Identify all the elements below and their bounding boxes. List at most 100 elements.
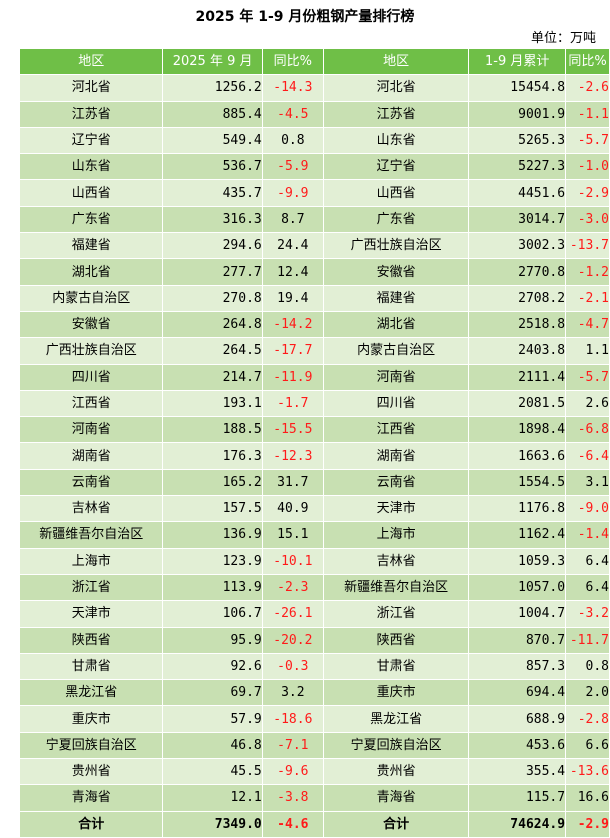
- cell-cumulative-output: 355.4: [468, 758, 567, 786]
- cell-region-right: 云南省: [322, 468, 470, 497]
- cell-yoy-right: 16.6: [565, 784, 610, 812]
- cell-cumulative-output: 2111.4: [468, 363, 567, 391]
- cell-cumulative-output: 1898.4: [468, 416, 567, 444]
- cell-month-output: 157.5: [162, 495, 263, 523]
- table-row: 江苏省 885.4 -4.5 江苏省 9001.9 -1.1: [18, 100, 610, 128]
- cell-month-output: 193.1: [162, 389, 263, 418]
- cell-yoy-right: -2.1: [565, 284, 610, 312]
- cell-month-output: 316.3: [162, 205, 263, 234]
- cell-cumulative-output: 15454.8: [468, 74, 567, 102]
- table-row: 山东省 536.7 -5.9 辽宁省 5227.3 -1.0: [18, 153, 610, 181]
- cell-region-right: 广西壮族自治区: [322, 232, 470, 260]
- cell-region-left: 内蒙古自治区: [18, 284, 164, 312]
- table-row: 重庆市 57.9 -18.6 黑龙江省 688.9 -2.8: [18, 705, 610, 733]
- cell-yoy-left: -14.3: [261, 74, 324, 102]
- cell-cumulative-output: 5265.3: [468, 126, 567, 155]
- table-row: 云南省 165.2 31.7 云南省 1554.5 3.1: [18, 468, 610, 497]
- cell-cumulative-output: 2770.8: [468, 258, 567, 286]
- cell-yoy-left: -12.3: [261, 442, 324, 470]
- table-row: 青海省 12.1 -3.8 青海省 115.7 16.6: [18, 784, 610, 812]
- cell-yoy-left: -9.9: [261, 179, 324, 207]
- table-row: 甘肃省 92.6 -0.3 甘肃省 857.3 0.8: [18, 652, 610, 681]
- ranking-page: 2025 年 1-9 月份粗钢产量排行榜 单位：万吨 地区 2025 年 9 月…: [18, 9, 610, 838]
- table-row: 广东省 316.3 8.7 广东省 3014.7 -3.0: [18, 205, 610, 234]
- cell-month-output: 57.9: [162, 705, 263, 733]
- total-cumulative: 74624.9: [468, 810, 567, 838]
- cell-cumulative-output: 2708.2: [468, 284, 567, 312]
- cell-region-right: 天津市: [322, 495, 470, 523]
- cell-month-output: 270.8: [162, 284, 263, 312]
- cell-yoy-left: 8.7: [261, 205, 324, 234]
- cell-month-output: 123.9: [162, 547, 263, 575]
- cell-yoy-right: -11.7: [565, 626, 610, 654]
- cell-month-output: 1256.2: [162, 74, 263, 102]
- cell-region-left: 辽宁省: [18, 126, 164, 155]
- total-label-right: 合计: [322, 810, 470, 838]
- table-row: 湖南省 176.3 -12.3 湖南省 1663.6 -6.4: [18, 442, 610, 470]
- cell-cumulative-output: 1176.8: [468, 495, 567, 523]
- cell-yoy-right: -2.6: [565, 74, 610, 102]
- cell-region-right: 上海市: [322, 521, 470, 549]
- cell-yoy-left: -18.6: [261, 705, 324, 733]
- cell-yoy-left: 12.4: [261, 258, 324, 286]
- table-row: 吉林省 157.5 40.9 天津市 1176.8 -9.0: [18, 495, 610, 523]
- cell-region-left: 新疆维吾尔自治区: [18, 521, 164, 549]
- cell-yoy-left: -0.3: [261, 652, 324, 681]
- cell-cumulative-output: 2081.5: [468, 389, 567, 418]
- cell-month-output: 264.8: [162, 310, 263, 339]
- table-row: 广西壮族自治区 264.5 -17.7 内蒙古自治区 2403.8 1.1: [18, 337, 610, 365]
- cell-yoy-right: 6.6: [565, 731, 610, 760]
- cell-region-left: 贵州省: [18, 758, 164, 786]
- table-row: 四川省 214.7 -11.9 河南省 2111.4 -5.7: [18, 363, 610, 391]
- cell-region-left: 湖南省: [18, 442, 164, 470]
- cell-yoy-left: 0.8: [261, 126, 324, 155]
- cell-month-output: 95.9: [162, 626, 263, 654]
- cell-yoy-right: -1.4: [565, 521, 610, 549]
- cell-region-left: 陕西省: [18, 626, 164, 654]
- cell-yoy-left: 31.7: [261, 468, 324, 497]
- cell-yoy-right: -9.0: [565, 495, 610, 523]
- cell-region-right: 重庆市: [322, 679, 470, 707]
- cell-region-left: 宁夏回族自治区: [18, 731, 164, 760]
- table-row: 上海市 123.9 -10.1 吉林省 1059.3 6.4: [18, 547, 610, 575]
- table-row: 江西省 193.1 -1.7 四川省 2081.5 2.6: [18, 389, 610, 418]
- cell-region-right: 辽宁省: [322, 153, 470, 181]
- cell-cumulative-output: 1663.6: [468, 442, 567, 470]
- cell-region-right: 安徽省: [322, 258, 470, 286]
- cell-cumulative-output: 1004.7: [468, 600, 567, 628]
- cell-yoy-left: 3.2: [261, 679, 324, 707]
- cell-region-right: 江苏省: [322, 100, 470, 128]
- cell-cumulative-output: 3002.3: [468, 232, 567, 260]
- cell-yoy-right: 2.6: [565, 389, 610, 418]
- cell-region-right: 山东省: [322, 126, 470, 155]
- cell-region-left: 福建省: [18, 232, 164, 260]
- cell-cumulative-output: 870.7: [468, 626, 567, 654]
- cell-region-right: 青海省: [322, 784, 470, 812]
- cell-cumulative-output: 4451.6: [468, 179, 567, 207]
- cell-region-right: 贵州省: [322, 758, 470, 786]
- cell-month-output: 69.7: [162, 679, 263, 707]
- cell-yoy-right: -6.4: [565, 442, 610, 470]
- cell-yoy-left: 15.1: [261, 521, 324, 549]
- cell-region-left: 四川省: [18, 363, 164, 391]
- cell-region-right: 黑龙江省: [322, 705, 470, 733]
- cell-yoy-left: -17.7: [261, 337, 324, 365]
- cell-yoy-right: 3.1: [565, 468, 610, 497]
- table-row: 贵州省 45.5 -9.6 贵州省 355.4 -13.6: [18, 758, 610, 786]
- table-row: 浙江省 113.9 -2.3 新疆维吾尔自治区 1057.0 6.4: [18, 573, 610, 602]
- cell-region-left: 山东省: [18, 153, 164, 181]
- cell-region-right: 四川省: [322, 389, 470, 418]
- cell-yoy-left: -15.5: [261, 416, 324, 444]
- table-row: 天津市 106.7 -26.1 浙江省 1004.7 -3.2: [18, 600, 610, 628]
- cell-region-left: 江苏省: [18, 100, 164, 128]
- total-month: 7349.0: [162, 810, 263, 838]
- cell-region-left: 吉林省: [18, 495, 164, 523]
- page-title: 2025 年 1-9 月份粗钢产量排行榜: [195, 9, 415, 25]
- cell-yoy-right: 1.1: [565, 337, 610, 365]
- cell-cumulative-output: 3014.7: [468, 205, 567, 234]
- cell-yoy-left: 19.4: [261, 284, 324, 312]
- table-row: 河南省 188.5 -15.5 江西省 1898.4 -6.8: [18, 416, 610, 444]
- cell-yoy-right: 2.0: [565, 679, 610, 707]
- cell-region-right: 广东省: [322, 205, 470, 234]
- cell-region-left: 河南省: [18, 416, 164, 444]
